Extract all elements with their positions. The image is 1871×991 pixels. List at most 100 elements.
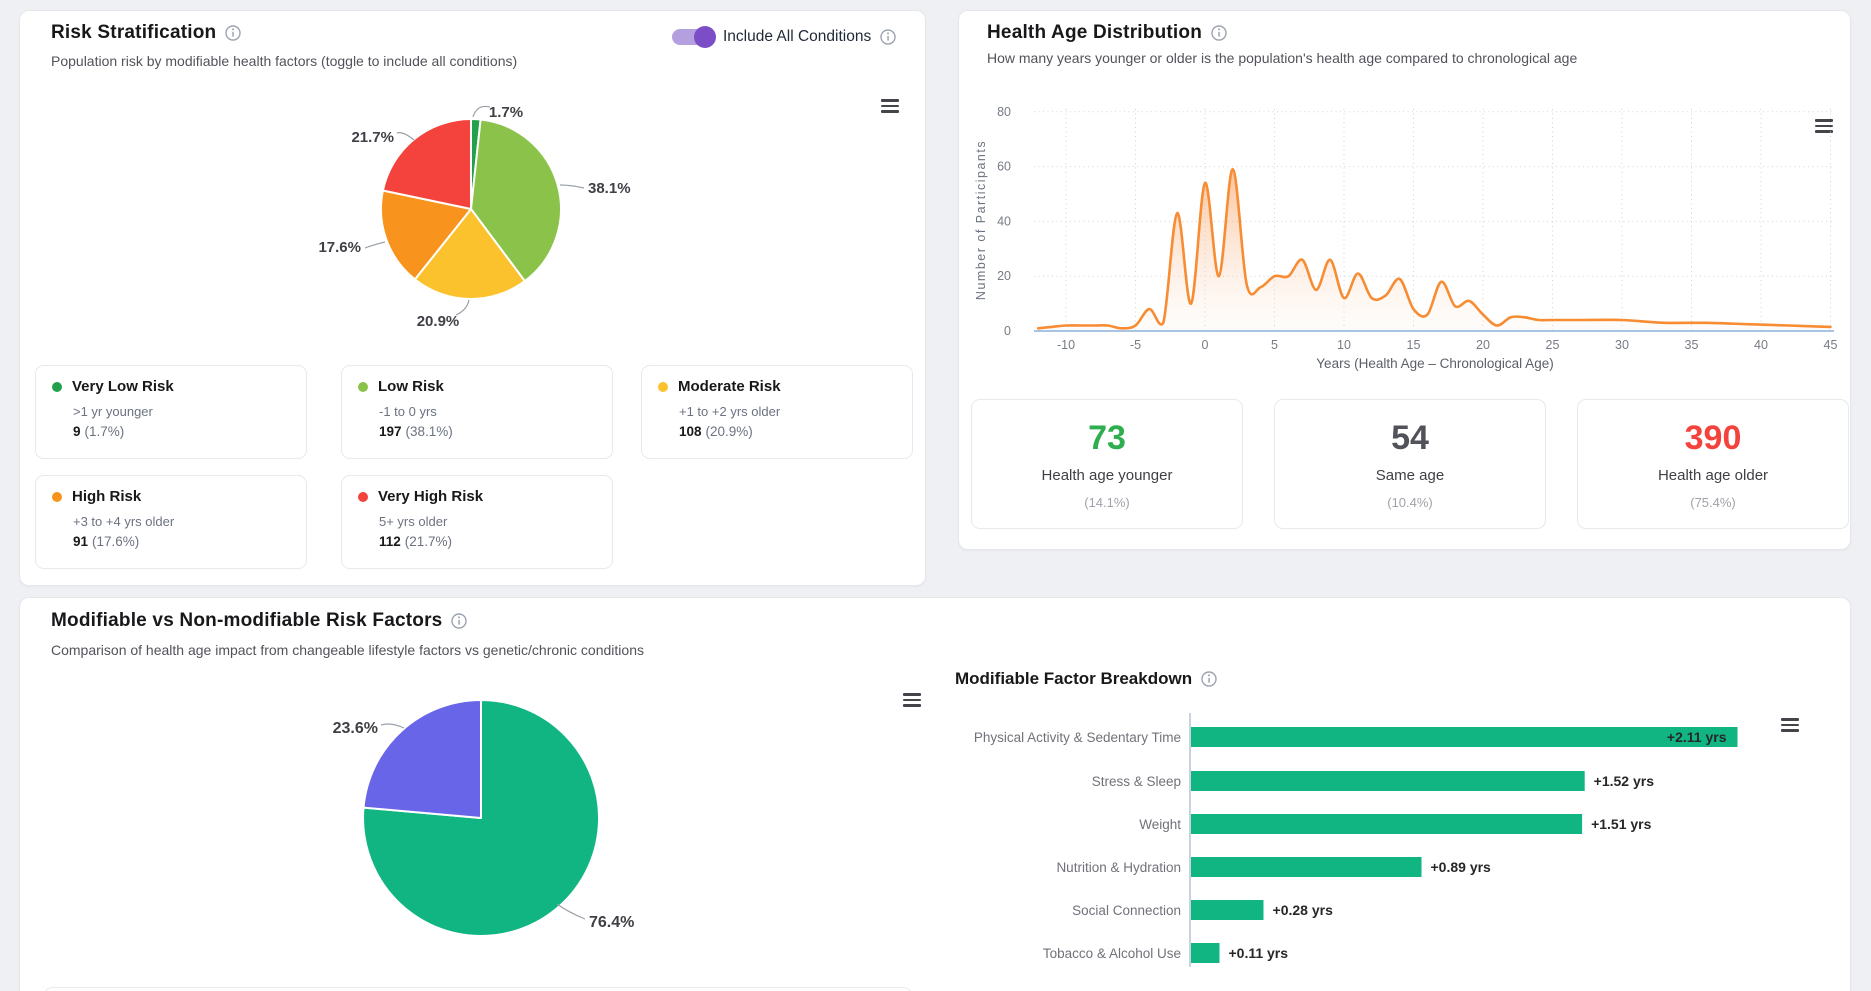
legend-range: >1 yr younger — [73, 404, 153, 419]
pie-slice-moderate-risk[interactable] — [413, 208, 526, 300]
bar-value-label: +1.51 yrs — [1591, 816, 1652, 832]
bar-stress-sleep[interactable] — [1191, 771, 1585, 791]
bar-weight[interactable] — [1191, 814, 1583, 834]
x-tick-label: 0 — [1202, 338, 1209, 352]
pie-label: 20.9% — [417, 313, 460, 330]
bar-nutrition-hydration[interactable] — [1191, 857, 1422, 877]
health-age-distribution-card: Health Age Distribution How many years y… — [958, 10, 1851, 550]
stat-label: Health age older — [1657, 467, 1769, 484]
x-tick-label: 25 — [1546, 338, 1560, 352]
bar-value-label: +1.52 yrs — [1594, 773, 1655, 789]
legend-dot — [52, 491, 62, 502]
pie-label: 76.4% — [589, 914, 634, 931]
health-age-card-title: Health Age Distribution — [987, 22, 1203, 43]
bar-physical-activity-sedentary-time[interactable] — [1191, 727, 1738, 747]
info-icon[interactable] — [880, 29, 896, 45]
stat-label: Same age — [1375, 467, 1445, 484]
legend-count: 112 (21.7%) — [379, 534, 453, 549]
bar-category-label: Social Connection — [1072, 903, 1181, 918]
bar-category-label: Nutrition & Hydration — [1056, 860, 1181, 875]
legend-range: -1 to 0 yrs — [379, 404, 437, 419]
pie-slice-high-risk[interactable] — [380, 189, 472, 281]
pie-slice-very-high-risk[interactable] — [381, 118, 472, 210]
legend-name: Very High Risk — [378, 488, 484, 505]
info-icon[interactable] — [451, 613, 468, 629]
x-tick-label: 40 — [1754, 338, 1768, 352]
risk-stratification-card: Risk Stratification Include All Conditio… — [19, 10, 926, 586]
toggle-switch-knob[interactable] — [694, 26, 716, 48]
x-tick-label: -5 — [1130, 338, 1141, 352]
bar-value-label: +0.28 yrs — [1273, 902, 1334, 918]
x-tick-label: 30 — [1615, 338, 1629, 352]
chart-menu-icon[interactable] — [903, 693, 921, 707]
x-tick-label: 20 — [1476, 338, 1490, 352]
health-age-card-subtitle: How many years younger or older is the p… — [987, 50, 1578, 66]
y-tick-label: 20 — [997, 269, 1011, 283]
pie-label: 17.6% — [318, 239, 361, 256]
stat-pct: (75.4%) — [1690, 495, 1736, 510]
bar-category-label: Tobacco & Alcohol Use — [1043, 946, 1181, 961]
x-tick-label: 15 — [1407, 338, 1421, 352]
modifiable-card-subtitle: Comparison of health age impact from cha… — [51, 642, 644, 658]
y-tick-label: 60 — [997, 160, 1011, 174]
x-tick-label: 5 — [1271, 338, 1278, 352]
chart-menu-icon[interactable] — [881, 99, 899, 113]
legend-range: +3 to +4 yrs older — [73, 514, 175, 529]
legend-count: 91 (17.6%) — [73, 534, 140, 549]
legend-range: +1 to +2 yrs older — [679, 404, 781, 419]
stat-card-health-age-older: 390 Health age older (75.4%) — [1577, 399, 1849, 529]
risk-card-subtitle: Population risk by modifiable health fac… — [51, 53, 518, 69]
chart-menu-icon[interactable] — [1815, 119, 1833, 133]
pie-slice-low-risk[interactable] — [470, 118, 562, 283]
info-icon[interactable] — [225, 25, 242, 41]
pie-label: 21.7% — [351, 129, 394, 146]
bar-value-label: +0.11 yrs — [1228, 945, 1288, 961]
include-all-conditions-toggle[interactable]: Include All Conditions — [672, 26, 896, 48]
legend-name: Very Low Risk — [72, 378, 174, 395]
modifiable-breakdown-bar-chart[interactable]: Physical Activity & Sedentary Time +2.11 … — [951, 701, 1851, 981]
toggle-switch-track[interactable] — [672, 26, 716, 48]
legend-dot — [52, 381, 62, 392]
bar-category-label: Weight — [1139, 817, 1181, 832]
modifiable-card-title: Modifiable vs Non-modifiable Risk Factor… — [51, 610, 443, 631]
legend-count: 108 (20.9%) — [679, 424, 753, 439]
modifiable-risk-factors-card: Modifiable vs Non-modifiable Risk Factor… — [19, 597, 1851, 991]
pie-label: 23.6% — [333, 720, 378, 737]
x-tick-label: 35 — [1685, 338, 1699, 352]
x-tick-label: 10 — [1337, 338, 1351, 352]
y-tick-label: 80 — [997, 105, 1011, 119]
bar-category-label: Stress & Sleep — [1092, 774, 1181, 789]
legend-name: Moderate Risk — [678, 378, 781, 395]
pie-label: 1.7% — [489, 104, 523, 121]
legend-name: High Risk — [72, 488, 142, 505]
legend-card-low-risk: Low Risk -1 to 0 yrs 197 (38.1%) — [341, 365, 613, 459]
x-axis-title: Years (Health Age – Chronological Age) — [1316, 356, 1553, 371]
chart-menu-icon[interactable] — [1781, 718, 1799, 732]
y-tick-label: 0 — [1004, 324, 1011, 338]
stat-value: 54 — [1391, 419, 1429, 457]
legend-card-moderate-risk: Moderate Risk +1 to +2 yrs older 108 (20.… — [641, 365, 913, 459]
y-axis-title: Number of Participants — [974, 140, 988, 300]
legend-range: 5+ yrs older — [379, 514, 448, 529]
risk-pie-chart[interactable]: 1.7% 38.1% 20.9% 17.6% 21.7% — [281, 81, 701, 341]
info-icon[interactable] — [1211, 25, 1227, 41]
stat-card-health-age-younger: 73 Health age younger (14.1%) — [971, 399, 1243, 529]
pie-slice-non-modifiable[interactable] — [362, 699, 482, 819]
stat-label: Health age younger — [1041, 467, 1173, 484]
bar-tobacco-alcohol-use[interactable] — [1191, 943, 1220, 963]
breakdown-title: Modifiable Factor Breakdown — [955, 669, 1193, 688]
stat-value: 73 — [1088, 419, 1126, 457]
legend-card-very-high-risk: Very High Risk 5+ yrs older 112 (21.7%) — [341, 475, 613, 569]
x-tick-label: 45 — [1824, 338, 1838, 352]
legend-name: Low Risk — [378, 378, 444, 395]
area-series-line[interactable] — [1036, 167, 1832, 330]
bar-social-connection[interactable] — [1191, 900, 1264, 920]
stat-pct: (10.4%) — [1387, 495, 1433, 510]
info-icon[interactable] — [1201, 671, 1217, 687]
stat-card-same-age: 54 Same age (10.4%) — [1274, 399, 1546, 529]
bar-value-label: +2.11 yrs — [1667, 729, 1727, 745]
modifiable-pie-chart[interactable]: 76.4% 23.6% — [291, 661, 711, 961]
legend-count: 197 (38.1%) — [379, 424, 453, 439]
health-age-area-chart[interactable]: -10 -5 0 5 10 15 20 25 30 35 40 45 0 20 40 60 80 Years (H… — [959, 91, 1850, 386]
